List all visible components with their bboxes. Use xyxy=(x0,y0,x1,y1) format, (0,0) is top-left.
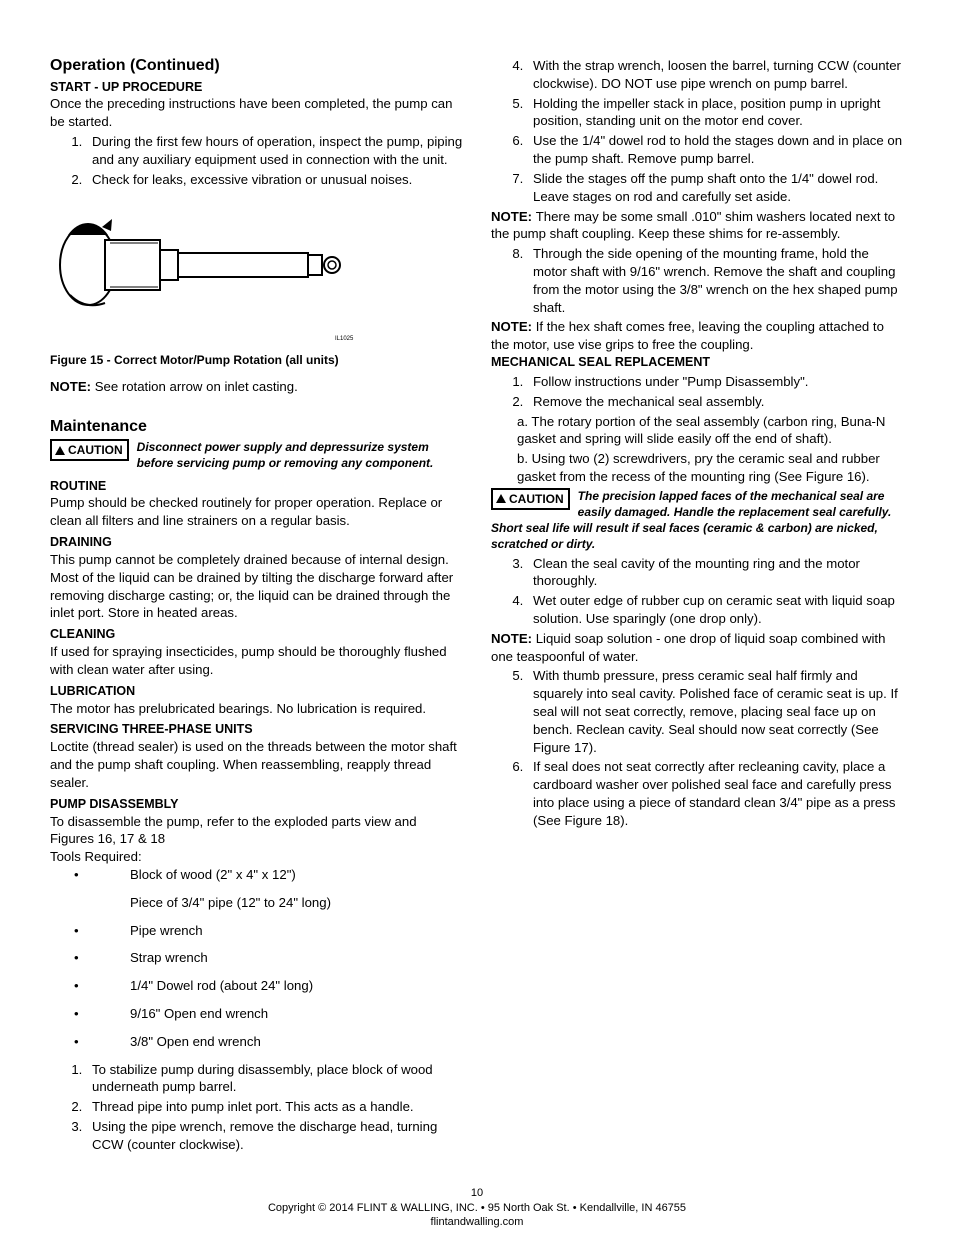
list-item: With the strap wrench, loosen the barrel… xyxy=(527,57,904,93)
disassembly-step-8: Through the side opening of the mounting… xyxy=(491,245,904,316)
mechseal-steps-3-4: Clean the seal cavity of the mounting ri… xyxy=(491,555,904,628)
caution-seal: CAUTION The precision lapped faces of th… xyxy=(491,488,904,520)
list-item: 3/8" Open end wrench xyxy=(74,1033,463,1051)
list-item: During the first few hours of operation,… xyxy=(86,133,463,169)
figure-15: IL1025 Figure 15 - Correct Motor/Pump Ro… xyxy=(50,195,463,368)
disassembly-steps-continued: With the strap wrench, loosen the barrel… xyxy=(491,57,904,206)
list-item: Follow instructions under "Pump Disassem… xyxy=(527,373,904,391)
mechseal-step-6: If seal does not seat correctly after re… xyxy=(491,758,904,829)
routine-text: Pump should be checked routinely for pro… xyxy=(50,494,463,530)
list-item: 1/4" Dowel rod (about 24" long) xyxy=(74,977,463,995)
list-item: Slide the stages off the pump shaft onto… xyxy=(527,170,904,206)
website-line: flintandwalling.com xyxy=(50,1215,904,1230)
list-item: Clean the seal cavity of the mounting ri… xyxy=(527,555,904,591)
list-item: Strap wrench xyxy=(74,949,463,967)
disassembly-steps-list: To stabilize pump during disassembly, pl… xyxy=(50,1061,463,1154)
page-footer: 10 Copyright © 2014 FLINT & WALLING, INC… xyxy=(50,1186,904,1231)
copyright-line: Copyright © 2014 FLINT & WALLING, INC. •… xyxy=(50,1201,904,1216)
cleaning-text: If used for spraying insecticides, pump … xyxy=(50,643,463,679)
tools-list: Block of wood (2" x 4" x 12") Piece of 3… xyxy=(50,866,463,1051)
disassembly-intro: To disassemble the pump, refer to the ex… xyxy=(50,813,463,849)
tools-label: Tools Required: xyxy=(50,848,463,866)
subhead-lubrication: LUBRICATION xyxy=(50,683,463,700)
note-shim: NOTE: There may be some small .010" shim… xyxy=(491,208,904,244)
caution-icon: CAUTION xyxy=(491,488,570,510)
page: Operation (Continued) START - UP PROCEDU… xyxy=(0,0,954,1260)
subhead-routine: ROUTINE xyxy=(50,478,463,495)
list-item: Block of wood (2" x 4" x 12") Piece of 3… xyxy=(74,866,463,912)
heading-operation: Operation (Continued) xyxy=(50,55,463,77)
list-item: Through the side opening of the mounting… xyxy=(527,245,904,316)
pump-rotation-illustration: IL1025 xyxy=(50,195,360,350)
startup-intro: Once the preceding instructions have bee… xyxy=(50,95,463,131)
figure-code: IL1025 xyxy=(335,336,354,342)
list-item: Wet outer edge of rubber cup on ceramic … xyxy=(527,592,904,628)
threephase-text: Loctite (thread sealer) is used on the t… xyxy=(50,738,463,791)
list-item: a. The rotary portion of the seal assemb… xyxy=(517,413,904,449)
subhead-disassembly: PUMP DISASSEMBLY xyxy=(50,796,463,813)
list-item: To stabilize pump during disassembly, pl… xyxy=(86,1061,463,1097)
draining-text: This pump cannot be completely drained b… xyxy=(50,551,463,622)
warning-triangle-icon xyxy=(55,446,65,455)
subhead-startup: START - UP PROCEDURE xyxy=(50,79,463,96)
note-soap: NOTE: Liquid soap solution - one drop of… xyxy=(491,630,904,666)
subhead-draining: DRAINING xyxy=(50,534,463,551)
caution-seal-tail: Short seal life will result if seal face… xyxy=(491,520,904,552)
subhead-cleaning: CLEANING xyxy=(50,626,463,643)
heading-maintenance: Maintenance xyxy=(50,416,463,438)
list-item: Thread pipe into pump inlet port. This a… xyxy=(86,1098,463,1116)
list-item: With thumb pressure, press ceramic seal … xyxy=(527,667,904,756)
list-item: Pipe wrench xyxy=(74,922,463,940)
list-item: Remove the mechanical seal assembly. xyxy=(527,393,904,411)
caution-text: Disconnect power supply and depressurize… xyxy=(137,439,463,471)
list-item: If seal does not seat correctly after re… xyxy=(527,758,904,829)
caution-text: The precision lapped faces of the mechan… xyxy=(578,488,904,520)
mechseal-step-5: With thumb pressure, press ceramic seal … xyxy=(491,667,904,756)
note-hexshaft: NOTE: If the hex shaft comes free, leavi… xyxy=(491,318,904,354)
list-item: b. Using two (2) screwdrivers, pry the c… xyxy=(517,450,904,486)
subhead-mechseal: MECHANICAL SEAL REPLACEMENT xyxy=(491,354,904,371)
two-column-layout: Operation (Continued) START - UP PROCEDU… xyxy=(50,55,904,1156)
list-item: 9/16" Open end wrench xyxy=(74,1005,463,1023)
page-number: 10 xyxy=(50,1186,904,1201)
right-column: With the strap wrench, loosen the barrel… xyxy=(491,55,904,1156)
warning-triangle-icon xyxy=(496,494,506,503)
mechseal-steps-1-2: Follow instructions under "Pump Disassem… xyxy=(491,373,904,411)
subhead-threephase: SERVICING THREE-PHASE UNITS xyxy=(50,721,463,738)
caution-icon: CAUTION xyxy=(50,439,129,461)
left-column: Operation (Continued) START - UP PROCEDU… xyxy=(50,55,463,1156)
startup-steps-list: During the first few hours of operation,… xyxy=(50,133,463,188)
lubrication-text: The motor has prelubricated bearings. No… xyxy=(50,700,463,718)
mechseal-substeps: a. The rotary portion of the seal assemb… xyxy=(491,413,904,486)
list-item: Holding the impeller stack in place, pos… xyxy=(527,95,904,131)
list-item: Check for leaks, excessive vibration or … xyxy=(86,171,463,189)
caution-maintenance: CAUTION Disconnect power supply and depr… xyxy=(50,439,463,471)
figure-caption: Figure 15 - Correct Motor/Pump Rotation … xyxy=(50,352,463,368)
note-rotation: NOTE: See rotation arrow on inlet castin… xyxy=(50,378,463,396)
list-item: Use the 1/4" dowel rod to hold the stage… xyxy=(527,132,904,168)
list-item: Using the pipe wrench, remove the discha… xyxy=(86,1118,463,1154)
